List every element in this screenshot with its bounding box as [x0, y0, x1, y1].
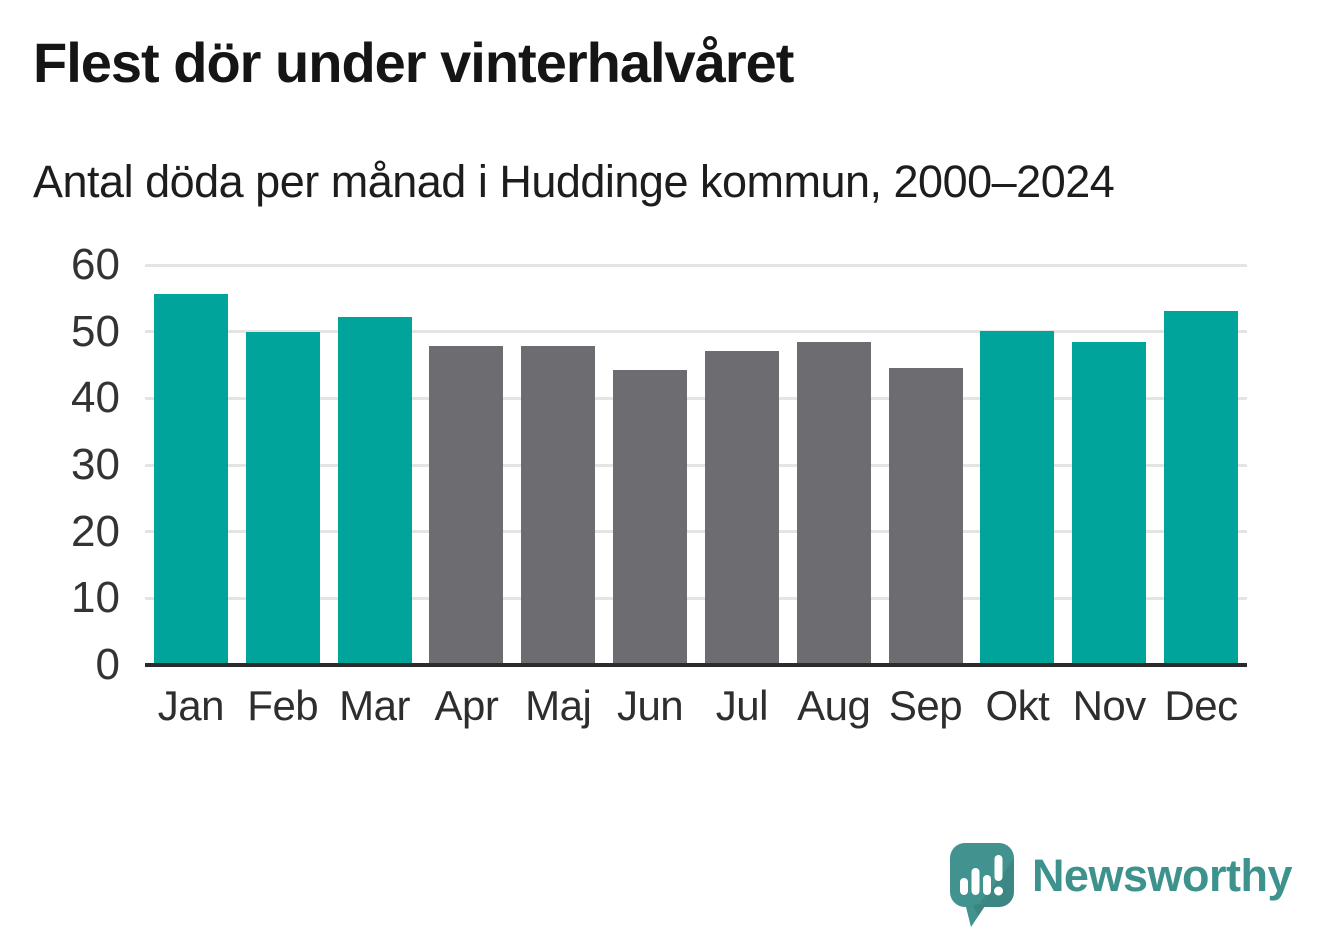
y-tick-label-50: 50 [71, 306, 120, 356]
x-tick-label-apr: Apr [434, 682, 499, 729]
chart-title: Flest dör under vinterhalvåret [33, 31, 794, 94]
bar-aug [796, 341, 871, 665]
y-axis-labels: 0 10 20 30 40 50 60 [0, 243, 120, 687]
x-tick-label-aug: Aug [797, 682, 871, 729]
plot-area [145, 263, 1247, 667]
gridline-50 [145, 330, 1247, 334]
gridline-60 [145, 263, 1247, 267]
bar-slot-mar [329, 265, 421, 665]
x-tick-label-jul: Jul [715, 682, 769, 729]
x-tick-label-dec: Dec [1164, 682, 1238, 729]
x-axis-line [145, 663, 1247, 667]
x-tick-label-nov: Nov [1072, 682, 1147, 729]
x-tick-label-feb: Feb [247, 682, 319, 729]
bar-slot-okt [971, 265, 1063, 665]
bar-jan [153, 294, 228, 665]
bar-chart: 0 10 20 30 40 50 60 Jan Feb Mar Apr Maj Jun Jul Aug Se… [0, 243, 1322, 745]
brand-footer: Newsworthy [949, 843, 1293, 929]
bar-nov [1072, 342, 1147, 665]
y-tick-label-30: 30 [71, 440, 120, 489]
newsworthy-logo-icon [949, 843, 1014, 927]
bar-sep [888, 367, 963, 665]
x-tick-label-okt: Okt [985, 682, 1050, 729]
bar-slot-jul [696, 265, 788, 665]
bar-apr [429, 345, 504, 665]
x-tick-label-mar: Mar [339, 682, 410, 729]
bar-jun [613, 370, 688, 665]
bar-slot-aug [788, 265, 880, 665]
bar-jul [704, 351, 779, 665]
bar-slot-nov [1063, 265, 1155, 665]
bar-slot-sep [880, 265, 972, 665]
bar-slot-feb [237, 265, 329, 665]
gridline-40 [145, 396, 1247, 400]
x-tick-label-jun: Jun [616, 682, 684, 729]
x-tick-label-maj: Maj [525, 682, 592, 729]
y-tick-label-60: 60 [71, 240, 120, 289]
brand-name: Newsworthy [1031, 850, 1293, 901]
bar-slot-jan [145, 265, 237, 665]
bar-slot-apr [420, 265, 512, 665]
bar-mar [337, 317, 412, 665]
bar-feb [245, 332, 320, 665]
bar-okt [980, 331, 1055, 665]
y-tick-label-0: 0 [95, 640, 120, 689]
bar-slot-dec [1155, 265, 1247, 665]
gridline-20 [145, 530, 1247, 534]
bar-dec [1164, 311, 1239, 665]
y-tick-label-10: 10 [71, 573, 120, 623]
bar-maj [521, 346, 596, 665]
bar-slot-jun [604, 265, 696, 665]
y-tick-label-20: 20 [71, 506, 120, 556]
y-tick-label-40: 40 [71, 373, 120, 423]
gridline-30 [145, 463, 1247, 467]
x-tick-label-sep: Sep [888, 682, 963, 729]
chart-subtitle: Antal döda per månad i Huddinge kommun, … [33, 156, 1115, 207]
bars [145, 265, 1247, 665]
bar-slot-maj [512, 265, 604, 665]
gridline-10 [145, 596, 1247, 600]
x-tick-label-jan: Jan [157, 682, 225, 729]
x-axis-labels: Jan Feb Mar Apr Maj Jun Jul Aug Sep Okt Nov Dec [145, 681, 1247, 731]
